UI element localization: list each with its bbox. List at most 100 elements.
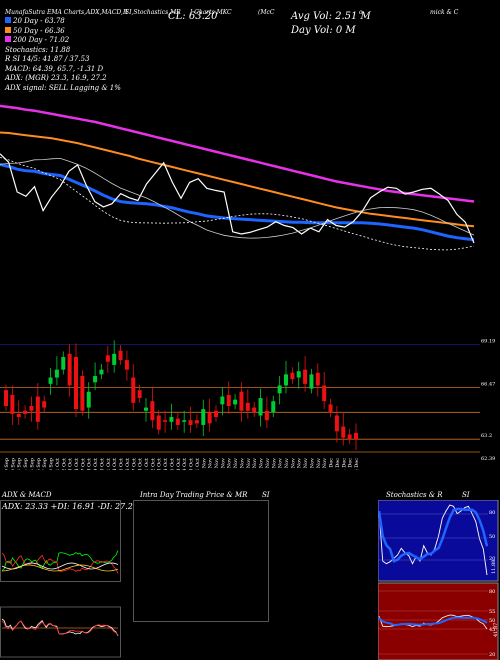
price-axis-label: 66.47	[481, 381, 495, 387]
candle-body	[201, 409, 206, 425]
ema20-swatch	[5, 17, 11, 23]
candle-body	[328, 404, 333, 413]
date-label: 28 Oct	[176, 458, 182, 470]
rsi-signal-line	[378, 616, 488, 627]
date-label: 19 Sep	[4, 458, 10, 470]
date-label: 27 Nov	[316, 458, 322, 470]
candle-body	[347, 434, 352, 440]
price-axis-label: 63.2	[481, 433, 492, 439]
candle-body	[54, 369, 59, 378]
date-label: 30 Sep	[49, 458, 55, 470]
date-label: 05 Dec	[348, 458, 354, 470]
candle-chart: 69.19 66.47 63.2 62.39 19 Sep 20 Sep 23 Sep 24 …	[0, 338, 495, 470]
candle-body	[220, 396, 225, 405]
header-right-sym: o	[359, 9, 363, 16]
date-label: 15 Oct	[119, 458, 125, 470]
candle-body	[42, 401, 47, 408]
rsi-current: 41.87	[493, 623, 499, 637]
stoch-axis-80: 80	[489, 510, 495, 516]
stoch-si: SI	[462, 491, 470, 499]
ema-legend: 20 Day - 63.78 50 Day - 66.36 200 Day - …	[5, 17, 121, 93]
date-label: 20 Sep	[10, 458, 16, 470]
date-label: 06 Nov	[220, 458, 226, 470]
envelope-lower-line	[0, 157, 475, 251]
minus-di-line	[1, 552, 119, 574]
candle-body	[112, 353, 117, 365]
avg-volume: Avg Vol: 2.51 M	[291, 11, 371, 22]
stoch-axis-20: 20	[489, 556, 495, 562]
ema20-line	[0, 162, 475, 242]
candle-body	[35, 396, 40, 422]
envelope-upper-line	[0, 157, 475, 239]
date-label: 26 Nov	[309, 458, 315, 470]
candle-body	[290, 372, 295, 380]
header-mid: SI,Stochastics,MR	[125, 9, 181, 16]
date-label: 02 Dec	[329, 458, 335, 470]
header-right: mick & C	[430, 9, 459, 16]
candle-body	[156, 415, 161, 430]
macd-value: MACD: 64.39, 65.7, -1.31 D	[5, 64, 104, 73]
date-label: 18 Nov	[271, 458, 277, 470]
candle-body	[341, 426, 346, 438]
date-label: 25 Nov	[303, 458, 309, 470]
ema200-swatch	[5, 36, 11, 42]
candle-body	[315, 372, 320, 386]
candle-body	[303, 369, 308, 384]
date-label: 21 Nov	[290, 458, 296, 470]
candle-body	[93, 375, 98, 383]
date-label: 04 Oct	[74, 458, 80, 470]
date-label: 31 Oct	[195, 458, 201, 470]
intraday-panel	[133, 500, 269, 622]
candle-body	[23, 410, 28, 414]
candle-body	[188, 420, 193, 425]
date-label: 07 Oct	[80, 458, 86, 470]
candle-body	[322, 385, 327, 402]
candle-body	[258, 398, 263, 416]
date-label: 05 Nov	[214, 458, 220, 470]
date-label: 21 Oct	[144, 458, 150, 470]
ema50-line	[0, 131, 475, 228]
date-label: 14 Oct	[112, 458, 118, 470]
candle-body	[207, 412, 212, 424]
date-label: 12 Nov	[246, 458, 252, 470]
candle-body	[226, 394, 231, 406]
date-label: 18 Oct	[138, 458, 144, 470]
date-label: 16 Oct	[125, 458, 131, 470]
date-label: 24 Sep	[23, 458, 29, 470]
adx-value: ADX: (MGR) 23.3, 16.9, 27.2	[5, 74, 107, 82]
date-label: 08 Nov	[233, 458, 239, 470]
candle-body	[74, 356, 78, 410]
ema200-label: 200 Day - 71.02	[13, 36, 70, 44]
candle-body	[29, 405, 34, 411]
candle-body	[296, 371, 301, 378]
stoch-panel-bg	[378, 500, 499, 582]
candle-body	[182, 420, 187, 422]
close-line	[0, 153, 475, 244]
date-label: 06 Dec	[354, 458, 360, 470]
macd-panel-frame	[0, 606, 121, 658]
date-label: 03 Dec	[335, 458, 341, 470]
candle-body	[284, 374, 288, 386]
candle-body	[163, 420, 168, 422]
date-label: 09 Oct	[93, 458, 99, 470]
candle-body	[194, 420, 199, 424]
candle-body	[277, 385, 282, 394]
date-label: 15 Nov	[265, 458, 271, 470]
date-label: 25 Sep	[29, 458, 35, 470]
rsi-axis-20: 20	[489, 652, 495, 658]
date-label: 25 Oct	[169, 458, 175, 470]
candle-body	[245, 402, 250, 411]
price-axis-label: 62.39	[481, 456, 495, 462]
plus-di-line	[1, 550, 119, 572]
date-label: 23 Sep	[17, 458, 23, 470]
candle-body	[4, 390, 8, 406]
stoch-title: Stochastics & R	[386, 491, 443, 499]
date-label: 08 Oct	[87, 458, 93, 470]
candle-body	[16, 413, 21, 418]
adx-signal-line	[1, 564, 119, 572]
date-label: 29 Oct	[182, 458, 188, 470]
adx-signal: ADX signal: SELL Lagging & 1%	[5, 83, 121, 92]
date-label: 10 Oct	[99, 458, 105, 470]
price-axis-label: 69.19	[481, 338, 495, 344]
ema-chart	[0, 104, 475, 251]
